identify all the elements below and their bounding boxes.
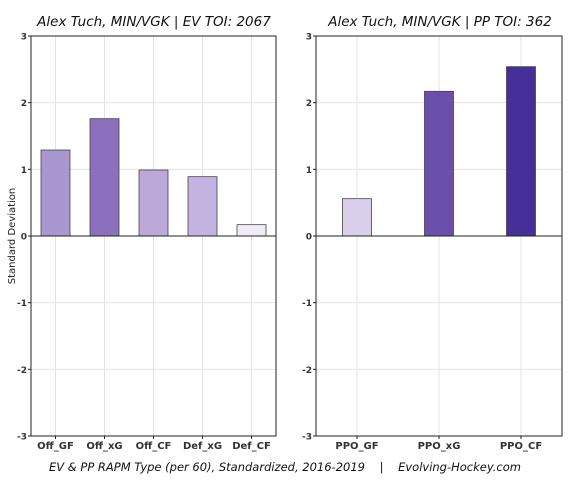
- bar-PPO_xG: [424, 90, 454, 237]
- y-tick-label: -3: [302, 433, 312, 443]
- y-tick-label: -2: [302, 366, 312, 376]
- y-tick-label: 1: [306, 166, 312, 176]
- y-tick-label: 2: [306, 99, 312, 109]
- y-axis-label: Standard Deviation: [7, 188, 18, 285]
- y-tick-label: -3: [17, 433, 27, 443]
- x-tick-label: Off_CF: [136, 441, 172, 452]
- y-tick-label: -2: [17, 366, 27, 376]
- bar-Off_CF: [138, 169, 169, 237]
- y-tick-label: 1: [21, 166, 27, 176]
- bar-Off_GF: [40, 149, 71, 237]
- y-tick-label: -1: [302, 299, 312, 309]
- bar-Off_xG: [89, 118, 120, 237]
- bar-PPO_CF: [506, 66, 536, 237]
- y-tick-label: -1: [17, 299, 27, 309]
- bar-PPO_GF: [342, 198, 372, 237]
- y-tick-label: 3: [21, 33, 27, 43]
- ev-panel-title: Alex Tuch, MIN/VGK | EV TOI: 2067: [37, 14, 271, 30]
- x-tick-label: PPO_CF: [500, 441, 542, 452]
- y-tick-label: 2: [21, 99, 27, 109]
- x-tick-label: Def_xG: [183, 441, 222, 452]
- x-tick-label: PPO_GF: [335, 441, 378, 452]
- y-tick-label: 0: [306, 233, 312, 243]
- footer-caption: EV & PP RAPM Type (per 60), Standardized…: [49, 460, 521, 474]
- x-tick-label: Off_GF: [37, 441, 74, 452]
- y-tick-label: 0: [21, 233, 27, 243]
- bar-Def_xG: [187, 176, 218, 237]
- x-tick-label: Def_CF: [232, 441, 271, 452]
- x-tick-label: PPO_xG: [418, 441, 461, 452]
- y-tick-label: 3: [306, 33, 312, 43]
- x-tick-label: Off_xG: [86, 441, 122, 452]
- pp-panel-title: Alex Tuch, MIN/VGK | PP TOI: 362: [328, 14, 552, 30]
